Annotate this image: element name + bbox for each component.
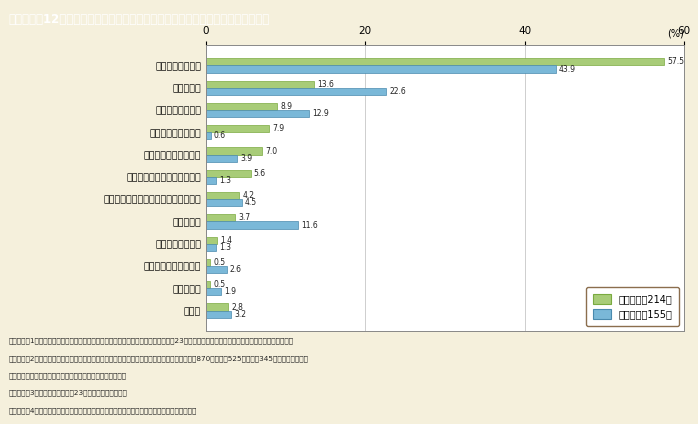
Text: 22.6: 22.6 [389, 87, 406, 96]
Bar [206, 148, 262, 155]
Text: 2.6: 2.6 [230, 265, 242, 274]
Bar [206, 199, 242, 206]
Text: 8.9: 8.9 [280, 102, 292, 111]
Text: 13.6: 13.6 [318, 80, 334, 89]
Bar [206, 59, 664, 65]
Bar [206, 88, 386, 95]
Bar [206, 155, 237, 162]
Text: 設住宅・避難所を訪問し，面接方式で実施。: 設住宅・避難所を訪問し，面接方式で実施。 [8, 372, 126, 379]
Bar [206, 192, 239, 199]
Text: 3．調査時期は，平成23年７月上旬から下旬。: 3．調査時期は，平成23年７月上旬から下旬。 [8, 390, 127, 396]
Text: 7.9: 7.9 [272, 124, 284, 133]
Bar [206, 103, 277, 110]
Text: 1.3: 1.3 [219, 243, 232, 252]
Bar [206, 177, 216, 184]
Text: 4.5: 4.5 [245, 198, 257, 207]
Bar [206, 259, 210, 266]
Bar [206, 311, 232, 318]
Text: 3.9: 3.9 [240, 153, 252, 163]
Bar [206, 244, 216, 251]
Text: 1.3: 1.3 [219, 176, 232, 185]
Text: 1.4: 1.4 [221, 236, 232, 245]
Text: 3.2: 3.2 [235, 310, 246, 319]
Legend: 女性（ｎ＝214）, 男性（ｎ＝155）: 女性（ｎ＝214）, 男性（ｎ＝155） [586, 287, 679, 326]
Bar [206, 288, 221, 296]
Bar [206, 221, 298, 229]
Bar [206, 81, 314, 88]
Bar [206, 132, 211, 139]
Text: 3.7: 3.7 [239, 213, 251, 223]
Text: 12.9: 12.9 [312, 109, 329, 118]
Bar [206, 281, 210, 288]
Bar [206, 170, 251, 177]
Text: 11.6: 11.6 [302, 220, 318, 229]
Text: 2.8: 2.8 [232, 303, 244, 312]
Text: （備考）　1．内閣府・消防庁・気象庁共同調査「津波避難等に関する調査」（平成23年）を基に，内閣府男女共同参画局による男女別集計。: （備考） 1．内閣府・消防庁・気象庁共同調査「津波避難等に関する調査」（平成23… [8, 338, 293, 344]
Bar [206, 237, 217, 244]
Bar [206, 110, 309, 117]
Text: 1.9: 1.9 [224, 287, 236, 296]
Text: 第１－特－12図　津波警報を見聞きした人の情報の入手先（男女別，複数回答）: 第１－特－12図 津波警報を見聞きした人の情報の入手先（男女別，複数回答） [8, 13, 269, 26]
Text: 57.5: 57.5 [667, 57, 684, 67]
Bar [206, 304, 228, 311]
Bar [206, 65, 556, 73]
Bar [206, 125, 269, 132]
Text: 43.9: 43.9 [559, 64, 576, 73]
Text: 5.6: 5.6 [254, 169, 266, 178]
Bar [206, 215, 235, 221]
Text: 0.6: 0.6 [214, 131, 226, 140]
Text: 2．調査対象は，岩手県，宮城県及び福島県の沿岸地域で県内避難をしている被災者870人（女性525人，男性345人）。調査は，仮: 2．調査対象は，岩手県，宮城県及び福島県の沿岸地域で県内避難をしている被災者87… [8, 355, 309, 362]
Bar [206, 266, 227, 273]
Text: 4.2: 4.2 [243, 191, 255, 200]
Text: 0.5: 0.5 [213, 258, 225, 267]
Text: 0.5: 0.5 [213, 280, 225, 289]
Text: 4．本問の回答者は，避難するまでの間に大津波の津波警報を見聞きした人である。: 4．本問の回答者は，避難するまでの間に大津波の津波警報を見聞きした人である。 [8, 407, 197, 414]
Text: 7.0: 7.0 [265, 147, 277, 156]
Text: (%): (%) [667, 28, 684, 38]
